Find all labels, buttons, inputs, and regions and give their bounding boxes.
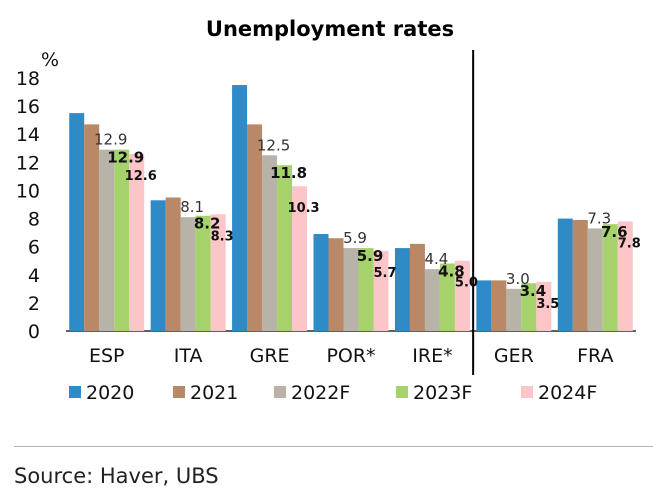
bar-ESP-2021 — [84, 124, 100, 331]
bar-FRA-2022F — [587, 228, 603, 331]
bar-ESP-2020 — [69, 113, 85, 331]
category-labels: ESP ITA GRE POR* IRE* GER FRA — [89, 345, 614, 367]
y-tick-label: 0 — [28, 321, 40, 343]
data-label-FRA-2024F: 7.8 — [618, 236, 641, 251]
category-label: POR* — [326, 345, 375, 367]
bar-GER-2024F — [536, 281, 552, 331]
bar-GER-2021 — [491, 280, 507, 331]
bar-GRE-2024F — [292, 186, 308, 331]
bar-GRE-2023F — [277, 165, 293, 331]
bar-POR-2024F — [373, 250, 389, 331]
data-label-GER-2024F: 3.5 — [536, 297, 559, 312]
bar-ESP-2024F — [129, 153, 145, 331]
category-label: FRA — [577, 345, 613, 367]
data-label-ITA-2024F: 8.3 — [211, 229, 234, 244]
bar-IRE-2021 — [409, 243, 425, 331]
data-labels: 12.9 8.1 12.5 5.9 4.4 3.0 7.3 12.9 8.2 11.8 5.9 4.8… — [94, 131, 641, 312]
category-label: IRE* — [412, 345, 452, 367]
legend-swatch-2022F — [274, 386, 286, 398]
chart: Unemployment rates % 0 2 4 6 8 10 12 14 16 18 12.… — [16, 17, 641, 404]
bar-GRE-2022F — [262, 155, 278, 331]
bar-ESP-2023F — [114, 149, 130, 331]
data-label-FRA-2023F: 7.6 — [601, 223, 628, 241]
bar-GER-2022F — [506, 288, 522, 331]
bar-POR-2021 — [328, 238, 344, 331]
data-label-ESP-2023F: 12.9 — [107, 149, 144, 167]
data-label-FRA-2022F: 7.3 — [587, 209, 611, 227]
y-tick-label: 8 — [28, 209, 40, 231]
data-label-ITA-2022F: 8.1 — [180, 198, 204, 216]
data-label-POR-2023F: 5.9 — [357, 247, 384, 265]
bar-ITA-2022F — [180, 217, 196, 331]
bar-GER-2020 — [476, 280, 492, 331]
data-label-POR-2024F: 5.7 — [373, 266, 396, 281]
y-tick-label: 14 — [16, 124, 40, 146]
bar-POR-2022F — [343, 248, 359, 331]
bar-ITA-2023F — [195, 215, 211, 331]
bar-IRE-2022F — [424, 269, 440, 331]
bar-POR-2023F — [358, 248, 374, 331]
data-label-GRE-2022F: 12.5 — [257, 136, 290, 154]
bar-FRA-2020 — [557, 218, 573, 331]
legend-label-2022F: 2022F — [291, 382, 350, 404]
category-label: ESP — [89, 345, 125, 367]
legend-swatch-2023F — [396, 386, 408, 398]
y-tick-label: 12 — [16, 152, 40, 174]
y-axis-unit: % — [41, 49, 59, 71]
legend-swatch-2024F — [521, 386, 533, 398]
y-axis-ticks: 0 2 4 6 8 10 12 14 16 18 — [16, 68, 40, 343]
y-tick-label: 4 — [28, 265, 40, 287]
legend-label-2021: 2021 — [190, 382, 238, 404]
legend-swatch-2021 — [173, 386, 185, 398]
y-tick-label: 2 — [28, 293, 40, 315]
bar-GER-2023F — [521, 283, 537, 331]
bars — [69, 85, 633, 332]
legend-label-2023F: 2023F — [413, 382, 472, 404]
bar-ESP-2022F — [99, 149, 115, 331]
data-label-GER-2022F: 3.0 — [506, 270, 530, 288]
category-label: GRE — [250, 345, 290, 367]
bar-ITA-2024F — [210, 214, 226, 331]
category-label: ITA — [174, 345, 203, 367]
chart-title: Unemployment rates — [206, 17, 454, 41]
data-label-IRE-2024F: 5.0 — [455, 276, 478, 291]
data-label-GER-2023F: 3.4 — [520, 282, 547, 300]
legend-label-2020: 2020 — [86, 382, 134, 404]
data-label-IRE-2023F: 4.8 — [438, 263, 465, 281]
bar-POR-2020 — [313, 234, 329, 331]
data-label-ESP-2024F: 12.6 — [125, 169, 157, 184]
bar-FRA-2024F — [617, 221, 633, 331]
bar-FRA-2023F — [602, 224, 618, 331]
data-label-ESP-2022F: 12.9 — [94, 131, 127, 149]
source-note: Source: Haver, UBS — [14, 464, 219, 488]
data-label-GRE-2024F: 10.3 — [288, 201, 320, 216]
bar-ITA-2021 — [165, 197, 181, 331]
y-tick-label: 10 — [16, 180, 40, 202]
bar-IRE-2023F — [439, 263, 455, 331]
y-tick-label: 16 — [16, 96, 40, 118]
legend-swatch-2020 — [69, 386, 81, 398]
bar-GRE-2020 — [232, 85, 248, 332]
bar-GRE-2021 — [247, 124, 263, 331]
legend-label-2024F: 2024F — [538, 382, 597, 404]
y-tick-label: 18 — [16, 68, 40, 90]
bar-IRE-2020 — [394, 248, 410, 331]
bar-IRE-2024F — [454, 260, 470, 331]
bar-FRA-2021 — [572, 219, 588, 331]
footer-divider — [14, 446, 653, 447]
legend: 2020 2021 2022F 2023F 2024F — [69, 382, 597, 404]
data-label-POR-2022F: 5.9 — [343, 229, 367, 247]
y-tick-label: 6 — [28, 237, 40, 259]
category-label: GER — [494, 345, 534, 367]
bar-ITA-2020 — [150, 200, 166, 331]
data-label-ITA-2023F: 8.2 — [194, 215, 221, 233]
data-label-GRE-2023F: 11.8 — [270, 164, 307, 182]
data-label-IRE-2022F: 4.4 — [424, 250, 448, 268]
